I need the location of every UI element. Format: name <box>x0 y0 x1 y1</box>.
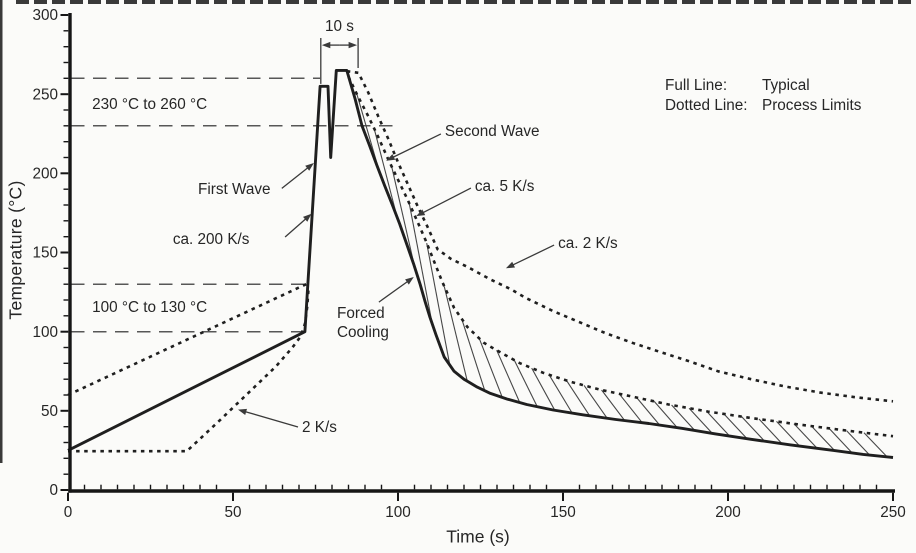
annotation-first-wave: First Wave <box>198 163 314 198</box>
annotation-second-wave: Second Wave <box>386 123 539 161</box>
annotations: 230 °C to 260 °C 100 °C to 130 °C First Wa… <box>92 96 618 436</box>
left-edge-artifact <box>0 0 3 463</box>
annotation-second-wave-label: Second Wave <box>445 123 540 140</box>
annotation-forced-cooling-label: Cooling <box>337 324 389 341</box>
legend-value-typical: Typical <box>762 76 861 96</box>
y-tick-label-200: 200 <box>32 166 58 183</box>
x-tick-label-250: 250 <box>880 504 906 521</box>
annotation-cool-2ks-label: ca. 2 K/s <box>558 235 618 252</box>
legend-key-dotted-line: Dotted Line: <box>665 96 762 116</box>
y-tick-label-150: 150 <box>32 245 58 262</box>
annotation-preheat-window: 100 °C to 130 °C <box>92 299 207 316</box>
annotation-preheat-window-label: 100 °C to 130 °C <box>92 299 207 316</box>
span-marker-10s: 10 s <box>321 18 358 84</box>
annotation-preheat-2ks: 2 K/s <box>238 409 337 436</box>
span-marker-label: 10 s <box>325 18 354 35</box>
y-tick-label-0: 0 <box>49 482 58 499</box>
annotation-forced-cooling: Forced Cooling <box>337 277 414 341</box>
x-tick-label-200: 200 <box>715 504 741 521</box>
series-limit-cooling-5ks <box>349 77 894 436</box>
annotation-first-wave-label: First Wave <box>198 181 271 198</box>
figure-frame: 10 s 230 °C to 260 °C 100 °C to 130 °C Firs… <box>0 0 916 553</box>
y-tick-label-250: 250 <box>32 86 58 103</box>
annotation-preheat-2ks-label: 2 K/s <box>302 419 337 436</box>
y-tick-label-50: 50 <box>41 403 58 420</box>
series-limit-cooling-2ks <box>347 71 893 401</box>
annotation-reflow-window-label: 230 °C to 260 °C <box>92 96 207 113</box>
annotation-forced-cooling-label: Forced <box>337 305 385 322</box>
x-tick-label-0: 0 <box>64 504 73 521</box>
y-tick-label-300: 300 <box>32 7 58 24</box>
x-axis-label: Time (s) <box>446 527 510 548</box>
legend: Full Line: Typical Dotted Line: Process … <box>665 76 861 116</box>
reference-lines <box>71 78 393 331</box>
x-tick-label-50: 50 <box>224 504 241 521</box>
scan-edge-artifacts <box>0 0 916 463</box>
annotation-cool-5ks: ca. 5 K/s <box>416 178 535 216</box>
y-tick-label-100: 100 <box>32 324 58 341</box>
annotation-ramp-rate: ca. 200 K/s <box>173 214 312 248</box>
x-tick-label-100: 100 <box>385 504 411 521</box>
legend-key-full-line: Full Line: <box>665 76 762 96</box>
legend-value-process-limits: Process Limits <box>762 96 861 116</box>
annotation-reflow-window: 230 °C to 260 °C <box>92 96 207 113</box>
x-tick-label-150: 150 <box>550 504 576 521</box>
hatch-region <box>357 94 887 457</box>
y-axis-label: Temperature (°C) <box>6 180 27 319</box>
annotation-cool-5ks-label: ca. 5 K/s <box>475 178 535 195</box>
annotation-cool-2ks: ca. 2 K/s <box>506 235 618 268</box>
annotation-ramp-rate-label: ca. 200 K/s <box>173 231 250 248</box>
